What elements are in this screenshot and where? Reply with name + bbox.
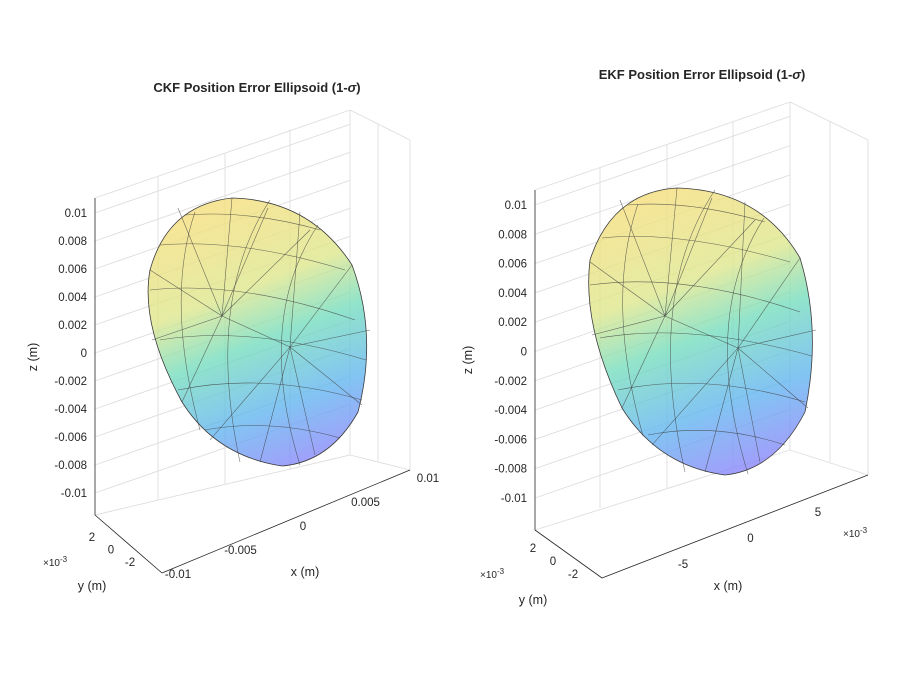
- ekf-axes: [534, 190, 869, 579]
- z-tick-label: -0.01: [61, 488, 87, 500]
- z-tick-label: 0.008: [498, 229, 527, 241]
- z-tick-label: -0.002: [494, 376, 527, 388]
- ekf-y-axis-label: y (m): [519, 593, 547, 607]
- ckf-ellipsoid-plot: CKF Position Error Ellipsoid (1-σ) 0.010…: [26, 80, 439, 593]
- ckf-x-tick-labels: -0.01 -0.005 0 0.005 0.01: [165, 473, 439, 581]
- z-tick-label: -0.004: [494, 405, 527, 417]
- ekf-x-tick-labels: -5 0 5: [678, 507, 821, 571]
- ckf-axes: [94, 198, 411, 574]
- z-tick-label: -0.006: [494, 434, 527, 446]
- z-tick-label: 0.006: [58, 264, 87, 276]
- ekf-y-tick-labels: -2 0 2: [530, 543, 578, 581]
- x-tick-label: 0: [747, 533, 753, 545]
- x-tick-label: -0.005: [224, 545, 257, 557]
- ekf-x-exponent: ×10-3: [843, 526, 868, 540]
- ekf-ellipsoid-mesh: [589, 187, 817, 475]
- ekf-x-axis-label: x (m): [714, 579, 742, 593]
- x-tick-label: -5: [678, 559, 688, 571]
- z-tick-label: -0.006: [54, 432, 87, 444]
- z-tick-label: 0.006: [498, 259, 527, 271]
- y-tick-label: 2: [89, 532, 95, 544]
- ckf-y-axis-label: y (m): [78, 579, 106, 593]
- ckf-y-tick-labels: -2 0 2: [89, 532, 135, 569]
- z-tick-label: -0.004: [54, 404, 87, 416]
- ckf-z-tick-labels: 0.01 0.008 0.006 0.004 0.002 0 -0.002 -0.004 -0.…: [54, 208, 87, 500]
- y-tick-label: -2: [568, 569, 578, 581]
- z-tick-label: -0.01: [501, 493, 527, 505]
- y-tick-label: 2: [530, 543, 536, 555]
- ekf-z-axis-label: z (m): [461, 346, 475, 374]
- z-grid-line: [534, 115, 791, 206]
- x-tick-label: -0.01: [165, 569, 191, 581]
- z-tick-label: -0.008: [54, 460, 87, 472]
- z-tick-label: 0: [521, 347, 527, 359]
- z-tick-label: 0.008: [58, 236, 87, 248]
- z-grid-line: [94, 123, 351, 214]
- ekf-z-tick-labels: 0.01 0.008 0.006 0.004 0.002 0 -0.002 -0.004 -0.…: [494, 200, 527, 505]
- y-tick-label: -2: [125, 557, 135, 569]
- z-grid-line: [94, 151, 351, 242]
- z-tick-label: -0.008: [494, 464, 527, 476]
- ekf-y-exponent: ×10-3: [480, 567, 505, 581]
- z-tick-label: -0.002: [54, 376, 87, 388]
- z-tick-label: 0.004: [498, 288, 527, 300]
- x-tick-label: 0.005: [351, 497, 380, 509]
- x-tick-label: 0: [300, 521, 306, 533]
- x-tick-label: 0.01: [417, 473, 439, 485]
- x-tick-label: 5: [815, 507, 821, 519]
- z-tick-label: 0.004: [58, 292, 87, 304]
- ckf-z-axis-label: z (m): [26, 343, 40, 371]
- ekf-title: EKF Position Error Ellipsoid (1-σ): [599, 67, 806, 82]
- z-tick-label: 0.01: [505, 200, 527, 212]
- z-tick-label: 0.002: [498, 317, 527, 329]
- y-tick-label: 0: [108, 545, 114, 557]
- z-tick-label: 0: [81, 348, 87, 360]
- ckf-y-exponent: ×10-3: [43, 555, 68, 569]
- z-tick-label: 0.01: [65, 208, 87, 220]
- ckf-ellipsoid-mesh: [149, 197, 371, 466]
- ckf-title: CKF Position Error Ellipsoid (1-σ): [153, 80, 360, 95]
- y-tick-label: 0: [550, 556, 556, 568]
- z-tick-label: 0.002: [58, 320, 87, 332]
- ekf-ellipsoid-plot: EKF Position Error Ellipsoid (1-σ) 0.010…: [461, 67, 869, 607]
- ckf-x-axis-label: x (m): [291, 565, 319, 579]
